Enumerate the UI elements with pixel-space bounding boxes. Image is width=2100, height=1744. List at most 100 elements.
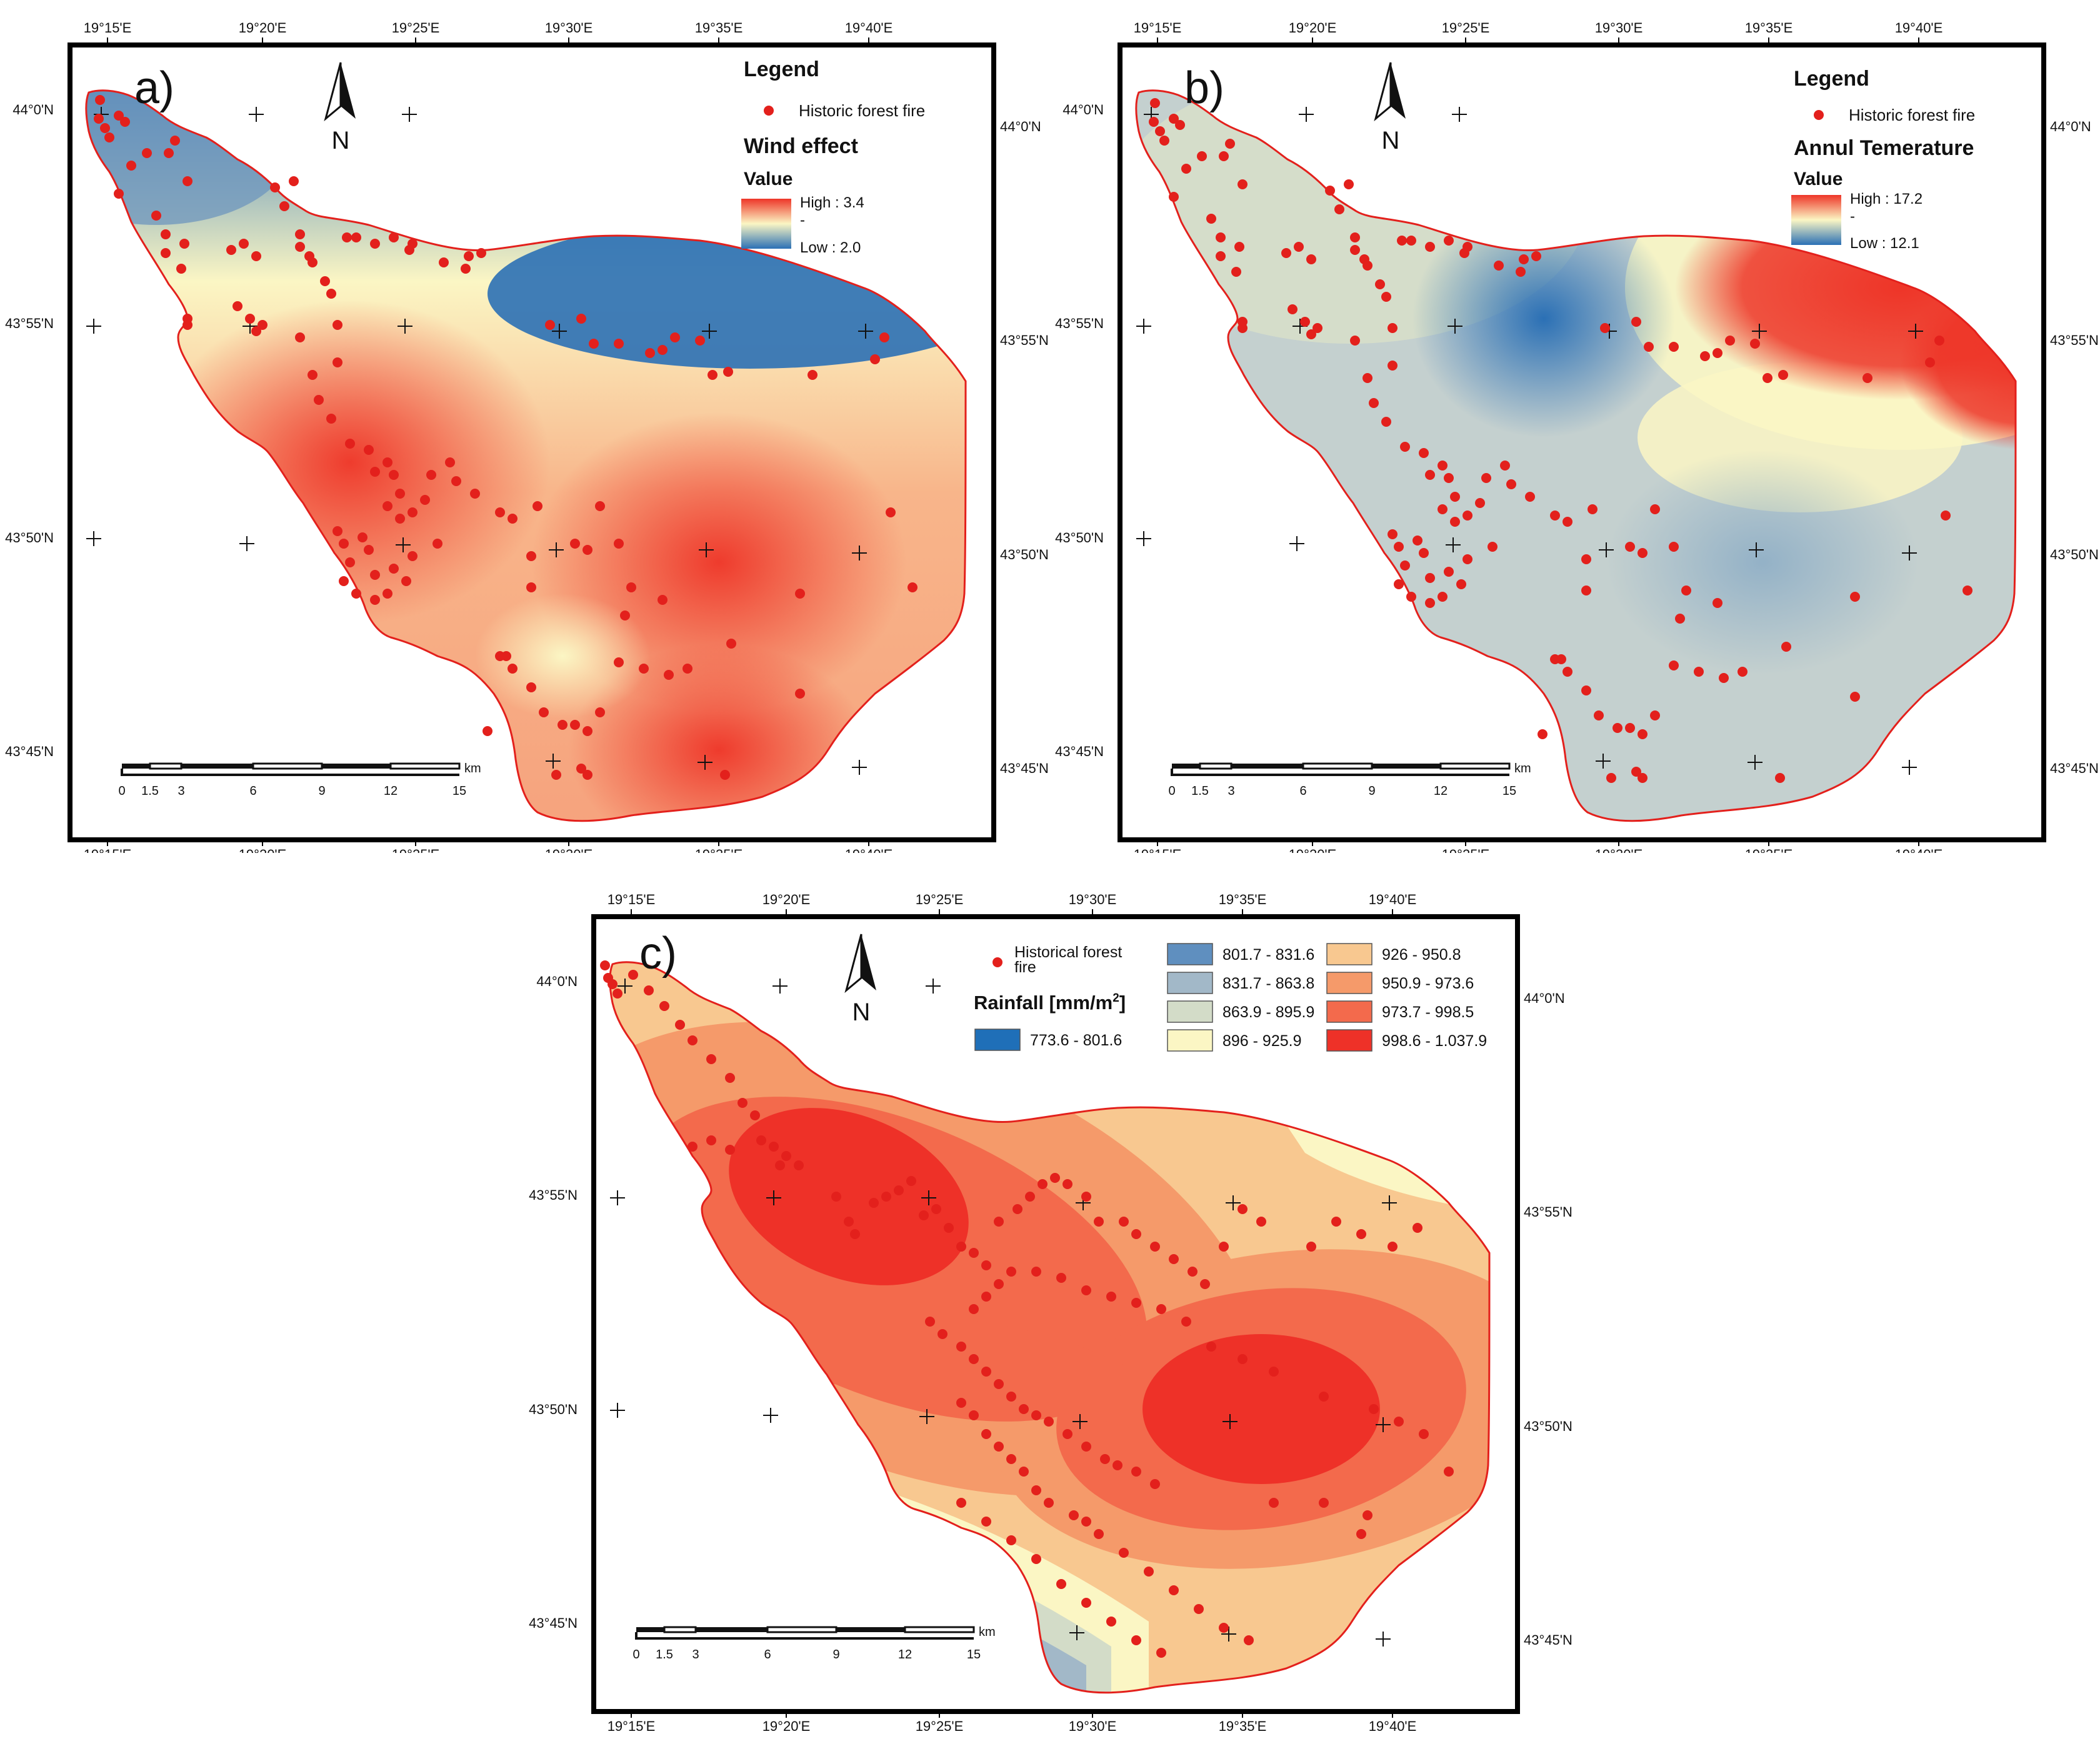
fire-point [1719, 673, 1729, 683]
lat-label-left: 44°0'N [12, 102, 54, 117]
fire-point [470, 489, 480, 499]
fire-point [326, 289, 336, 299]
fire-point [345, 439, 355, 449]
graticule-cross [552, 324, 567, 339]
fire-point [1738, 667, 1748, 677]
fire-point [1638, 773, 1648, 783]
graticule-cross [1902, 760, 1917, 775]
class-label: 896 - 925.9 [1222, 1032, 1302, 1050]
fire-point [1031, 1267, 1041, 1277]
fire-point [432, 539, 442, 549]
fire-point [1131, 1298, 1141, 1308]
fire-point [576, 314, 586, 324]
fire-point [706, 1054, 716, 1064]
fire-point [1031, 1410, 1041, 1420]
fire-point [332, 320, 342, 330]
graticule-cross [921, 1190, 936, 1205]
scale-bar-segment [252, 762, 323, 770]
lon-label-bottom: 19°20'E [762, 1718, 811, 1734]
fire-point [482, 726, 492, 736]
fire-point [795, 589, 805, 599]
lon-label-top: 19°30'E [545, 20, 593, 36]
scale-tick-label: 12 [384, 784, 398, 798]
north-label: N [852, 999, 871, 1026]
fire-point [389, 232, 399, 242]
lat-label-right: 43°45'N [1000, 760, 1049, 776]
scale-bar-segment [181, 764, 253, 769]
fire-point [1169, 1585, 1179, 1595]
fire-point [1025, 1192, 1035, 1202]
graticule-cross [396, 537, 411, 552]
fire-point [1438, 461, 1448, 471]
fire-point [364, 445, 374, 455]
fire-point [1519, 254, 1529, 264]
fire-point [295, 229, 305, 239]
class-swatch [1167, 943, 1213, 965]
class-swatch [1326, 1029, 1372, 1052]
fire-point [1369, 1404, 1379, 1414]
fire-point [614, 539, 624, 549]
fire-point [526, 582, 536, 592]
fire-point [886, 507, 896, 517]
fire-point [645, 348, 655, 358]
fire-point [1700, 351, 1710, 361]
fire-point [1525, 492, 1535, 502]
fire-point [1081, 1598, 1091, 1608]
north-arrow-right [861, 934, 876, 990]
north-arrow-left [324, 62, 342, 122]
lat-label-left: 43°50'N [529, 1402, 578, 1417]
north-label: N [1382, 127, 1400, 154]
fire-point [1750, 339, 1760, 349]
fire-point [1031, 1485, 1041, 1495]
fire-point [289, 176, 299, 186]
fire-point [314, 395, 324, 405]
fire-point [1200, 1279, 1210, 1289]
lon-label-top: 19°40'E [845, 20, 893, 36]
graticule-cross [1222, 1414, 1238, 1429]
fire-point [682, 664, 692, 674]
fire-point [558, 720, 568, 730]
fire-point [320, 276, 330, 286]
fire-point [1675, 614, 1685, 624]
point-legend-label: Historic forest fire [1849, 106, 1975, 124]
fire-point [1169, 1254, 1179, 1264]
fire-point [508, 514, 518, 524]
fire-point [395, 514, 405, 524]
lon-label-bottom: 19°15'E [1134, 847, 1182, 853]
high-label: High : 3.4 [800, 194, 864, 211]
fire-point [1456, 579, 1466, 589]
scale-bar-line [1171, 769, 1509, 776]
fire-point [1038, 1179, 1048, 1189]
fire-point [408, 507, 418, 517]
fire-point [1197, 151, 1207, 161]
fire-point [179, 239, 189, 249]
fire-point [1231, 267, 1241, 277]
graticule-cross [1221, 1627, 1236, 1642]
graticule-cross [86, 531, 101, 546]
fire-point [1056, 1273, 1066, 1283]
scale-tick-label: 6 [249, 784, 256, 798]
fire-point [526, 551, 536, 561]
map-frame [1118, 42, 2046, 842]
fire-point [956, 1498, 966, 1508]
fire-point [151, 211, 161, 221]
fire-point [308, 257, 318, 267]
lon-label-top: 19°35'E [1219, 892, 1267, 907]
fire-point [339, 576, 349, 586]
fire-point [1606, 773, 1616, 783]
fire-point [688, 1142, 698, 1152]
fire-point [401, 576, 411, 586]
panel-letter: b) [1184, 63, 1224, 113]
fire-point [1344, 179, 1354, 189]
fire-point [1031, 1554, 1041, 1564]
map-panel-rainfall: 19°15'E 19°15'E 19°20'E 19°20'E 19°25'E 19°25… [524, 872, 1574, 1741]
lon-label-top: 19°15'E [84, 20, 132, 36]
graticule-cross [1748, 755, 1762, 770]
fire-point [576, 764, 586, 774]
fire-point [688, 1035, 698, 1045]
scale-bar-segment [149, 762, 182, 770]
fire-point [382, 457, 392, 467]
fire-point [1438, 592, 1448, 602]
fire-point [1494, 261, 1504, 271]
fire-point [1531, 251, 1541, 261]
